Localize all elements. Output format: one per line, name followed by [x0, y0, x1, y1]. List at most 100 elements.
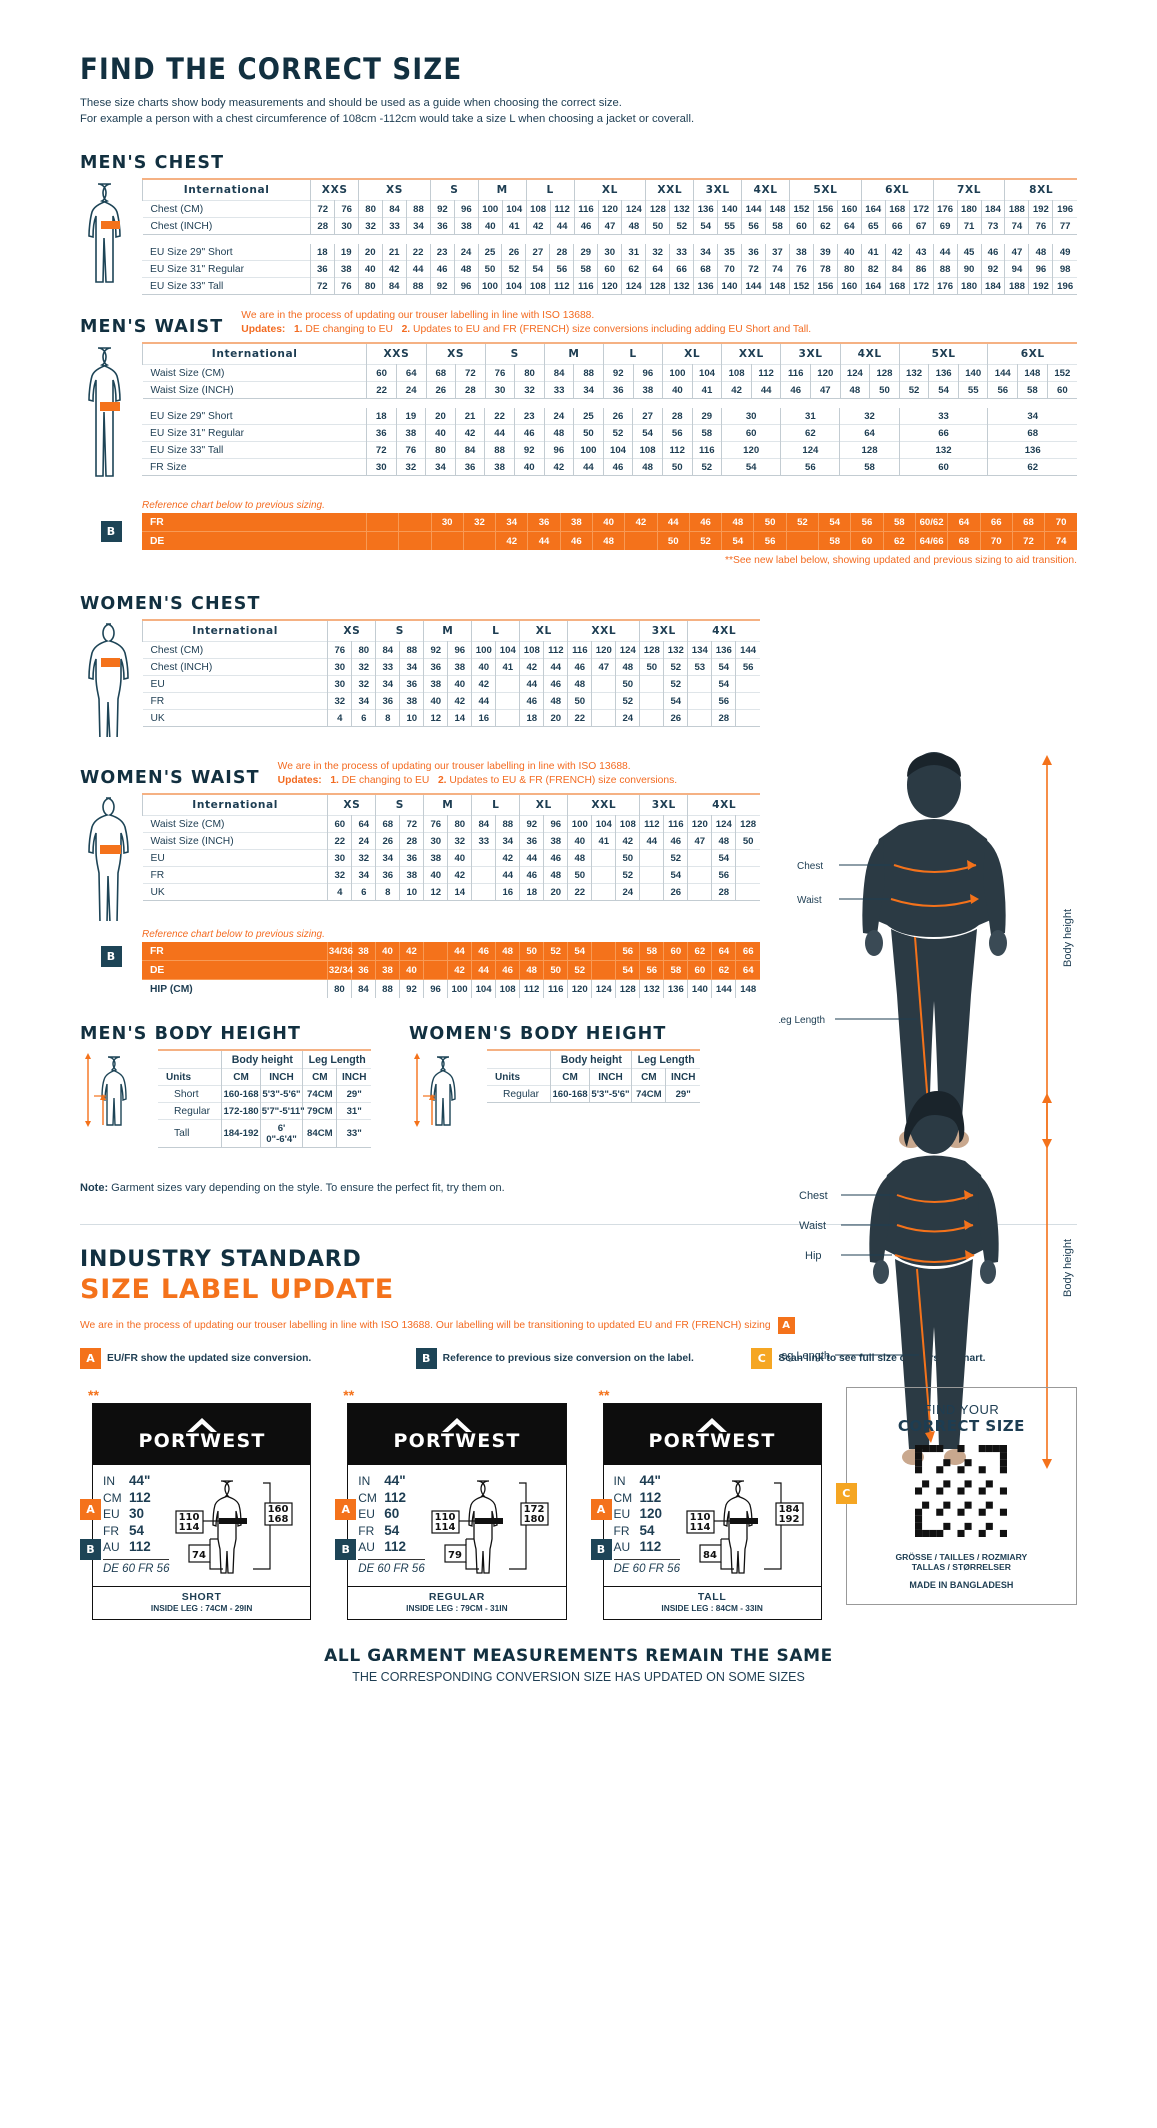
cell: 22	[366, 381, 397, 399]
cell: 124	[591, 979, 616, 998]
cell: 52	[567, 960, 592, 980]
label-size-list: IN 44" CM 112 EU 60 FR 54 AU 112 DE 60 FR 56	[358, 1473, 425, 1582]
size-key: FR	[358, 1523, 375, 1538]
row-label: EU	[150, 678, 165, 690]
cell	[687, 692, 712, 710]
cell: 44	[639, 832, 664, 850]
cell: 140	[687, 979, 712, 998]
cell: 48	[543, 692, 568, 710]
cell: 48	[543, 866, 568, 884]
womens-chest-table: International XS S M L XL XXL 3XL 4XL Chest (CM) 7…	[141, 619, 760, 727]
cell: 48	[495, 942, 520, 961]
size-value: 112	[639, 1539, 662, 1554]
column-header: S	[375, 620, 424, 642]
male-height-figure	[80, 1049, 158, 1148]
cell: 58	[663, 960, 688, 980]
male-torso-figure	[80, 178, 142, 295]
cell: 46	[429, 260, 455, 278]
cell: 72	[1011, 531, 1045, 550]
row-label: EU	[150, 852, 165, 864]
cell: 92	[513, 441, 545, 459]
label-brand-header: PORTWEST	[93, 1404, 311, 1465]
cell: 88	[932, 260, 958, 278]
column-header: L	[471, 794, 520, 816]
row-label: International	[141, 794, 328, 816]
svg-text:PORTWEST: PORTWEST	[393, 1430, 520, 1450]
cell: 56	[711, 866, 736, 884]
column-header: 8XL	[1004, 179, 1077, 201]
cell: 39	[812, 244, 838, 261]
cell: 54	[721, 531, 754, 550]
cell: 70	[979, 531, 1013, 550]
cell: 64	[836, 217, 862, 235]
row-label: Waist Size (INCH)	[150, 384, 234, 396]
cell: 104	[495, 641, 520, 659]
legend-item-b: B Reference to previous size conversion o…	[415, 1348, 742, 1369]
cell: 144	[741, 200, 766, 218]
cell: 136	[987, 441, 1077, 459]
cell: 5'7"-5'11"	[259, 1102, 305, 1120]
cell: 36	[399, 849, 424, 867]
row-label: Regular	[503, 1088, 540, 1100]
cell: 36	[375, 692, 400, 710]
cell: 28	[549, 244, 574, 261]
qr-line-2: CORRECT SIZE	[897, 1417, 1025, 1435]
womens-body-height-table: Body height Leg Length Units CM INCH CM INCH Re…	[487, 1049, 700, 1103]
mens-body-height-block: MEN'S BODY HEIGHT Body height Leg Length U…	[80, 1024, 371, 1148]
column-header: 4XL	[839, 343, 900, 365]
cell	[591, 692, 616, 710]
cell: 98	[1052, 260, 1077, 278]
cell	[639, 675, 664, 693]
cell: 80	[425, 441, 456, 459]
cell: 25	[573, 408, 604, 425]
cell	[591, 709, 616, 727]
table-row: International XS S M L XL XXL 3XL 4XL	[141, 620, 760, 642]
column-header: XXL	[645, 179, 694, 201]
table-row: UK 4 6 8 10 12 14 16 18 20 22 24 26 28	[142, 709, 760, 727]
cell: 52	[785, 513, 819, 532]
label-size-row: AU 112	[358, 1539, 424, 1556]
cell: 116	[780, 364, 811, 382]
column-header: INCH	[259, 1068, 303, 1086]
column-header: INCH	[588, 1068, 632, 1086]
column-header: XL	[662, 343, 722, 365]
cell: 46	[543, 849, 568, 867]
cell: 144	[987, 364, 1018, 382]
cell: 152	[789, 200, 814, 218]
cell: 36	[350, 960, 376, 980]
size-key: AU	[358, 1540, 375, 1554]
cell: 46	[471, 942, 496, 961]
cell: 33	[669, 244, 694, 261]
cell: 80	[326, 979, 352, 998]
cell: 132	[663, 641, 688, 659]
cell: 96	[543, 815, 568, 833]
group-header: Body height	[221, 1050, 303, 1069]
cell: 88	[405, 277, 431, 295]
cell: 34/36	[326, 942, 353, 961]
cell: 28	[711, 883, 736, 901]
cell: 58	[818, 531, 851, 550]
cell: 44	[519, 675, 544, 693]
badge-c: C	[835, 1483, 857, 1504]
cell: 148	[764, 277, 790, 295]
row-label: Chest (CM)	[150, 644, 204, 656]
cell: 28	[399, 832, 424, 850]
column-header: XL	[519, 794, 568, 816]
cell	[591, 883, 616, 901]
legend-item-a: A EU/FR show the updated size conversion.	[80, 1348, 406, 1369]
cell: 88	[573, 364, 604, 382]
updates-label: Updates:	[241, 324, 286, 335]
table-row: EU Size 33" Tall 72 76 80 84 88 92 96 100 104 108 1…	[142, 441, 1077, 459]
cell: 60	[597, 260, 622, 278]
qr-card: FIND YOUR CORRECT SIZE GRÖSSE / TAILLES / …	[845, 1387, 1077, 1605]
cell: 34	[399, 658, 424, 676]
cell	[639, 709, 664, 727]
cell: 44	[484, 424, 515, 442]
mens-waist-note-iso: We are in the process of updating our tr…	[241, 310, 595, 321]
cell: 47	[597, 217, 622, 235]
cell: 68	[693, 260, 718, 278]
cell: 84	[454, 441, 485, 459]
table-row: International XXS XS S M L XL XXL 3XL 4XL 5XL 6XL	[141, 343, 1077, 365]
cell: 20	[543, 709, 568, 727]
row-label: DE	[142, 960, 328, 980]
